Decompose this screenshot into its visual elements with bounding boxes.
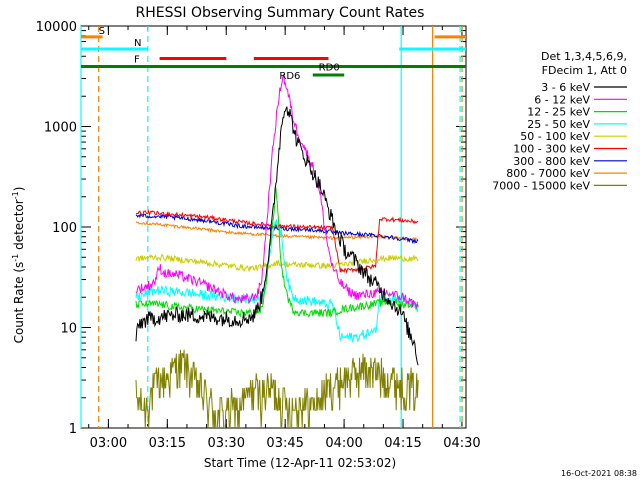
y-axis-label: Count Rate (s-1 detector-1): [11, 187, 26, 344]
x-tick-label: 03:00: [90, 436, 127, 451]
series-line-5: [135, 253, 419, 273]
series-line-8: [135, 220, 419, 242]
x-tick-label: 04:15: [384, 436, 421, 451]
flag-label-n: N: [134, 38, 141, 49]
series-line-6: [135, 208, 419, 275]
x-tick-label: 04:30: [443, 436, 480, 451]
series-line-7: [135, 212, 419, 245]
legend-label-4: 25 - 50 keV: [527, 118, 590, 131]
legend-header-2: FDecim 1, Att 0: [542, 64, 627, 77]
legend-label-3: 12 - 25 keV: [527, 106, 590, 119]
legend-label-1: 3 - 6 keV: [541, 81, 590, 94]
x-tick-label: 03:45: [266, 436, 303, 451]
legend-label-9: 7000 - 15000 keV: [492, 179, 590, 192]
y-tick-label: 10000: [36, 20, 77, 35]
legend-header-1: Det 1,3,4,5,6,9,: [541, 50, 627, 63]
legend-label-5: 50 - 100 keV: [520, 130, 590, 143]
y-tick-label: 100: [52, 221, 77, 236]
x-axis-label: Start Time (12-Apr-11 02:53:02): [204, 456, 396, 470]
x-tick-label: 03:15: [149, 436, 186, 451]
y-tick-label: 1000: [44, 121, 77, 136]
flag-label-s: S: [99, 26, 105, 37]
flag-label-f: F: [134, 54, 140, 65]
legend-label-6: 100 - 300 keV: [513, 143, 590, 156]
legend-label-7: 300 - 800 keV: [513, 155, 590, 168]
legend-label-2: 6 - 12 keV: [534, 93, 590, 106]
y-tick-label: 10: [60, 322, 77, 337]
footer-timestamp: 16-Oct-2021 08:38: [561, 469, 637, 478]
series-line-4: [135, 219, 419, 344]
series-line-2: [135, 74, 419, 308]
flag-label-rd6: RD6: [279, 71, 300, 82]
chart-title: RHESSI Observing Summary Count Rates: [136, 5, 425, 21]
y-tick-label: 1: [69, 422, 77, 437]
x-tick-label: 03:30: [208, 436, 245, 451]
legend-label-8: 800 - 7000 keV: [506, 167, 590, 180]
series-line-1: [135, 106, 419, 366]
series-line-3: [135, 187, 419, 318]
x-tick-label: 04:00: [325, 436, 362, 451]
series-line-9: [135, 349, 419, 428]
flag-label-rd0: RD0: [319, 63, 340, 74]
